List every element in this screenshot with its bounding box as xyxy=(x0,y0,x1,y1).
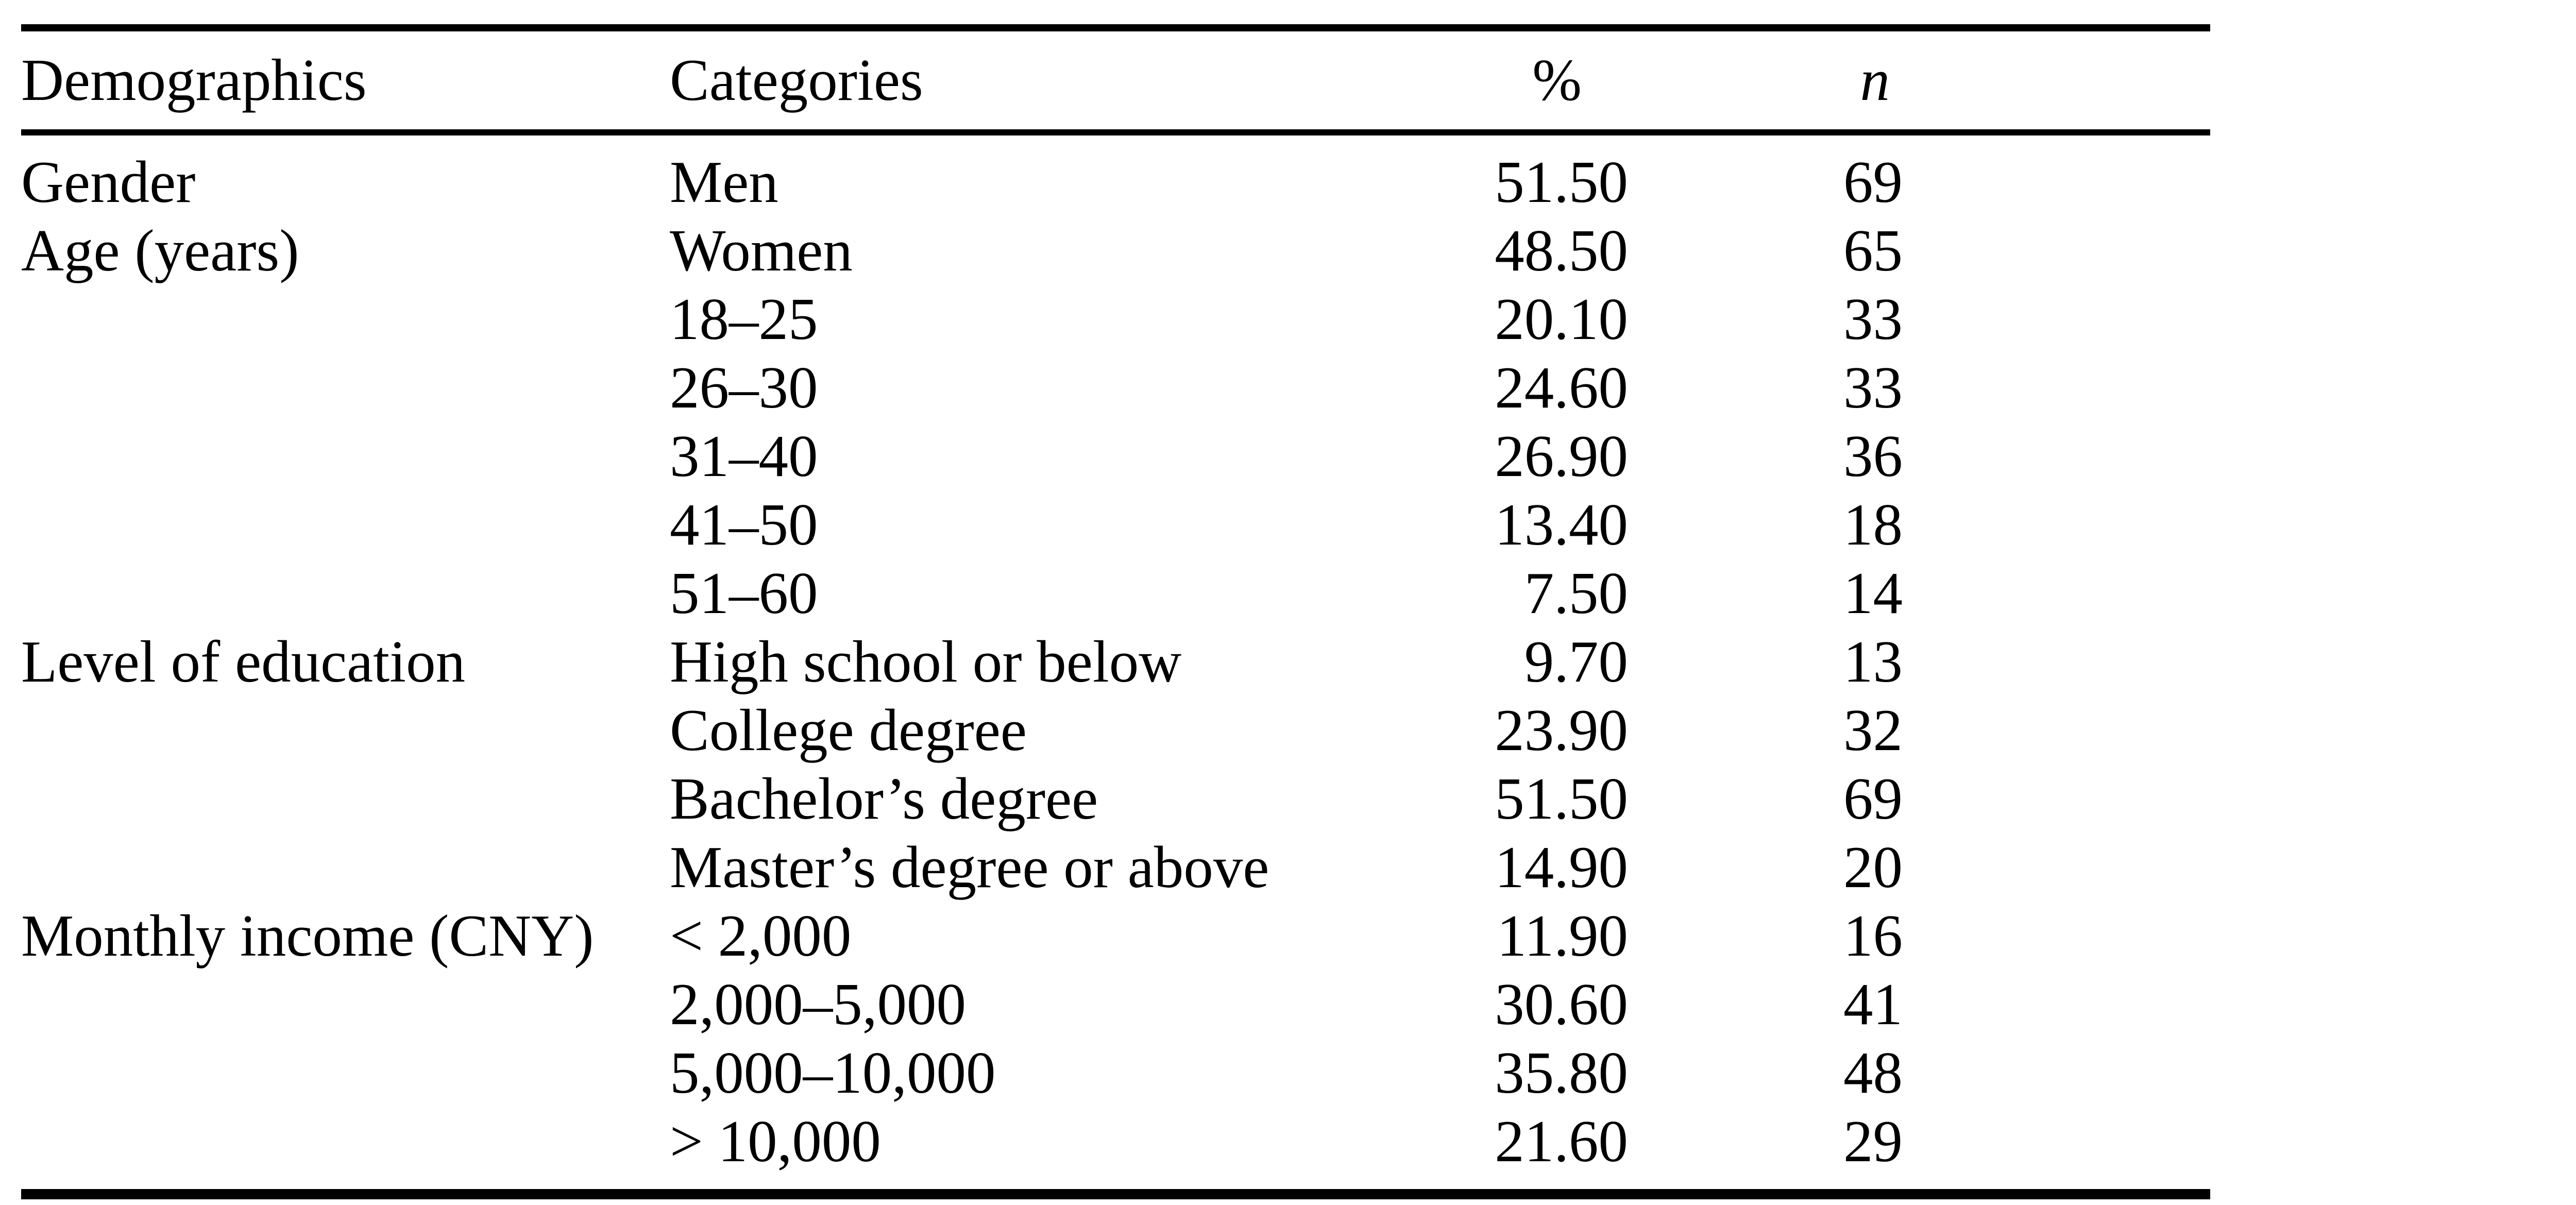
column-header-n: n xyxy=(1628,28,1903,135)
cell-category: 41–50 xyxy=(670,492,818,557)
table-row: College degree 23.90 32 xyxy=(21,696,2210,765)
cell-n: 36 xyxy=(1843,423,1903,489)
cell-category: Master’s degree or above xyxy=(670,835,1269,900)
table-row: > 10,000 21.60 29 xyxy=(21,1107,2210,1194)
cell-demographic xyxy=(21,490,670,559)
cell-percent: 11.90 xyxy=(1497,903,1628,969)
cell-percent: 9.70 xyxy=(1524,629,1628,694)
cell-n: 14 xyxy=(1843,561,1903,626)
table-row: 5,000–10,000 35.80 48 xyxy=(21,1039,2210,1107)
cell-category: High school or below xyxy=(670,629,1182,694)
cell-n: 41 xyxy=(1843,972,1903,1037)
column-header-filler xyxy=(1903,28,2210,135)
cell-n: 20 xyxy=(1843,835,1903,900)
cell-percent: 48.50 xyxy=(1495,218,1628,283)
cell-n: 48 xyxy=(1843,1040,1903,1106)
cell-n: 32 xyxy=(1843,698,1903,763)
cell-n: 18 xyxy=(1843,492,1903,557)
table-row: Gender Men 51.50 69 xyxy=(21,132,2210,216)
header-row: Demographics Categories % n xyxy=(21,28,2210,135)
table-row: 41–50 13.40 18 xyxy=(21,490,2210,559)
column-header-percent: % xyxy=(1314,28,1628,135)
cell-percent: 30.60 xyxy=(1495,972,1628,1037)
table-row: 51–60 7.50 14 xyxy=(21,559,2210,627)
cell-n: 16 xyxy=(1843,903,1903,969)
cell-percent: 21.60 xyxy=(1495,1109,1628,1174)
cell-percent: 20.10 xyxy=(1495,286,1628,352)
cell-category: Bachelor’s degree xyxy=(670,766,1098,831)
cell-percent: 7.50 xyxy=(1524,561,1628,626)
cell-demographic: Gender xyxy=(21,149,196,215)
cell-category: Men xyxy=(670,149,778,215)
demographics-table: Demographics Categories % n Gender Men 5… xyxy=(21,24,2210,1199)
cell-n: 13 xyxy=(1843,629,1903,694)
cell-category: < 2,000 xyxy=(670,903,852,969)
cell-n: 33 xyxy=(1843,355,1903,420)
cell-demographic xyxy=(21,1107,670,1194)
cell-category: 31–40 xyxy=(670,423,818,489)
cell-n: 65 xyxy=(1843,218,1903,283)
cell-demographic xyxy=(21,353,670,422)
table-row: 26–30 24.60 33 xyxy=(21,353,2210,422)
cell-percent: 14.90 xyxy=(1495,835,1628,900)
cell-demographic: Monthly income (CNY) xyxy=(21,903,594,969)
table-row: 18–25 20.10 33 xyxy=(21,285,2210,353)
cell-category: 18–25 xyxy=(670,286,818,352)
cell-demographic: Level of education xyxy=(21,629,466,694)
table-row: Monthly income (CNY) < 2,000 11.90 16 xyxy=(21,902,2210,970)
cell-percent: 23.90 xyxy=(1495,698,1628,763)
table-row: 2,000–5,000 30.60 41 xyxy=(21,970,2210,1039)
table-row: 31–40 26.90 36 xyxy=(21,422,2210,490)
cell-demographic xyxy=(21,765,670,833)
column-header-demographics: Demographics xyxy=(21,28,670,135)
cell-demographic xyxy=(21,833,670,902)
cell-category: 2,000–5,000 xyxy=(670,972,966,1037)
cell-demographic xyxy=(21,285,670,353)
cell-category: 5,000–10,000 xyxy=(670,1040,996,1106)
cell-category: College degree xyxy=(670,698,1027,763)
cell-n: 69 xyxy=(1843,766,1903,831)
table-row: Level of education High school or below … xyxy=(21,627,2210,696)
cell-n: 69 xyxy=(1843,149,1903,215)
cell-n: 33 xyxy=(1843,286,1903,352)
cell-n: 29 xyxy=(1843,1109,1903,1174)
cell-category: 26–30 xyxy=(670,355,818,420)
cell-demographic xyxy=(21,559,670,627)
table-row: Master’s degree or above 14.90 20 xyxy=(21,833,2210,902)
cell-category: > 10,000 xyxy=(670,1109,881,1174)
cell-category: Women xyxy=(670,218,853,283)
cell-demographic xyxy=(21,1039,670,1107)
column-header-categories: Categories xyxy=(670,28,1314,135)
cell-percent: 51.50 xyxy=(1495,149,1628,215)
cell-percent: 24.60 xyxy=(1495,355,1628,420)
cell-percent: 26.90 xyxy=(1495,423,1628,489)
cell-demographic xyxy=(21,422,670,490)
cell-percent: 35.80 xyxy=(1495,1040,1628,1106)
table-row: Bachelor’s degree 51.50 69 xyxy=(21,765,2210,833)
cell-demographic xyxy=(21,970,670,1039)
cell-percent: 13.40 xyxy=(1495,492,1628,557)
cell-demographic: Age (years) xyxy=(21,218,299,283)
cell-percent: 51.50 xyxy=(1495,766,1628,831)
table-row: Age (years) Women 48.50 65 xyxy=(21,216,2210,285)
cell-demographic xyxy=(21,696,670,765)
cell-category: 51–60 xyxy=(670,561,818,626)
